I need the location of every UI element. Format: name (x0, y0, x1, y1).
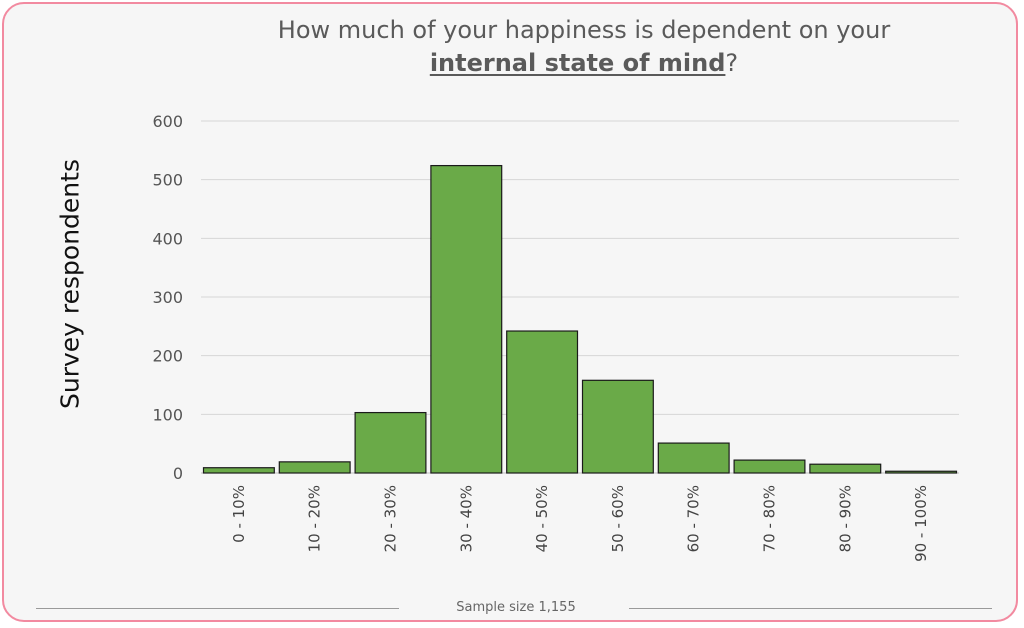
chart-card: How much of your happiness is dependent … (2, 2, 1018, 622)
x-tick-label: 0 - 10% (230, 485, 248, 543)
title-text: How much of your happiness is dependent … (277, 16, 891, 44)
y-tick-label: 200 (152, 347, 183, 366)
footer-divider-right (629, 608, 992, 609)
x-tick-label: 70 - 80% (761, 485, 779, 552)
footer-divider-left (36, 608, 399, 609)
y-tick-label: 500 (152, 171, 183, 190)
chart-title: How much of your happiness is dependent … (184, 14, 984, 80)
bar (733, 459, 806, 474)
bar (885, 470, 958, 474)
bar (506, 330, 579, 474)
bar (354, 411, 427, 474)
sample-size-note: Sample size 1,155 (456, 600, 576, 615)
x-tick-label: 80 - 90% (836, 485, 854, 552)
y-tick-label: 400 (152, 229, 183, 248)
x-tick-label: 10 - 20% (306, 485, 324, 552)
y-tick-label: 300 (152, 288, 183, 307)
x-tick-label: 40 - 50% (533, 485, 551, 552)
bar (657, 442, 730, 474)
title-emphasis: internal state of mind (429, 49, 726, 77)
y-tick-label: 0 (173, 464, 183, 483)
y-tick-label: 100 (152, 405, 183, 424)
bar (202, 467, 275, 474)
x-tick-label: 50 - 60% (609, 485, 627, 552)
bar (581, 379, 654, 474)
y-tick-label: 600 (152, 112, 183, 131)
bar (809, 463, 882, 474)
x-tick-label: 30 - 40% (457, 485, 475, 552)
x-tick-label: 90 - 100% (912, 485, 930, 562)
title-end: ? (725, 49, 739, 77)
bar (430, 164, 503, 474)
bar-chart: 0 100 200 300 400 500 600 0 - 10% 10 - 20% 20 - 3… (152, 112, 959, 562)
x-tick-label: 60 - 70% (685, 485, 703, 552)
x-tick-label: 20 - 30% (382, 485, 400, 552)
bar (278, 461, 351, 474)
